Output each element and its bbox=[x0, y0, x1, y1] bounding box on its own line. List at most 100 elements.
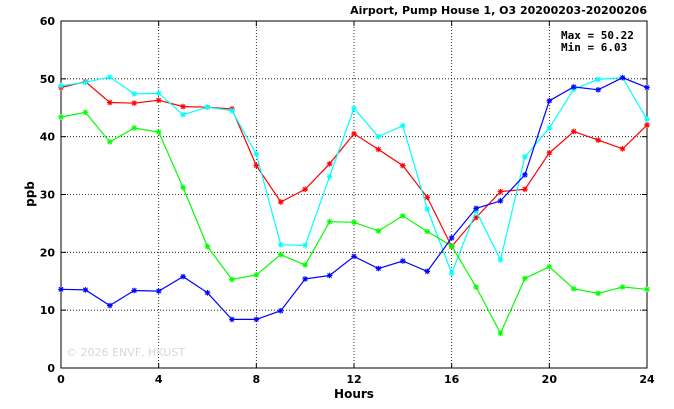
data-point bbox=[497, 330, 504, 337]
data-point bbox=[253, 162, 260, 169]
data-point bbox=[204, 243, 211, 250]
data-point bbox=[58, 286, 64, 293]
y-tick-label: 40 bbox=[40, 131, 56, 144]
data-point bbox=[82, 79, 89, 86]
data-point bbox=[155, 97, 162, 104]
data-point bbox=[180, 184, 186, 191]
y-tick-label: 10 bbox=[40, 304, 56, 317]
x-axis-ticks: 0 4 8 12 16 20 24 bbox=[57, 21, 655, 386]
data-point bbox=[326, 272, 333, 279]
x-tick-label: 12 bbox=[346, 373, 361, 386]
data-point bbox=[131, 287, 138, 294]
data-point bbox=[277, 242, 284, 248]
data-point bbox=[546, 263, 553, 270]
series-layer bbox=[58, 74, 650, 337]
data-point bbox=[448, 243, 455, 249]
data-point bbox=[570, 84, 577, 90]
data-point bbox=[424, 268, 431, 275]
data-point bbox=[107, 74, 113, 80]
y-tick-label: 0 bbox=[47, 362, 55, 375]
data-point bbox=[302, 186, 308, 193]
data-point bbox=[619, 284, 626, 290]
x-tick-label: 16 bbox=[444, 373, 460, 386]
data-point bbox=[302, 242, 308, 249]
data-point bbox=[351, 253, 357, 260]
max-readout: Max = 50.22 bbox=[561, 29, 634, 42]
data-point bbox=[375, 133, 382, 140]
data-point bbox=[277, 199, 284, 205]
data-point bbox=[424, 206, 431, 212]
data-point bbox=[400, 122, 406, 129]
data-point bbox=[326, 173, 333, 180]
series-4 bbox=[58, 74, 650, 323]
data-point bbox=[546, 125, 553, 131]
data-point bbox=[400, 258, 406, 264]
data-point bbox=[253, 272, 260, 278]
grid-lines bbox=[61, 21, 647, 368]
data-point bbox=[326, 161, 333, 167]
x-tick-label: 24 bbox=[639, 373, 655, 386]
data-point bbox=[58, 114, 64, 120]
data-point bbox=[375, 228, 382, 234]
data-point bbox=[82, 109, 89, 116]
data-point bbox=[82, 287, 89, 293]
data-point bbox=[58, 82, 64, 89]
min-readout: Min = 6.03 bbox=[561, 41, 627, 54]
data-point bbox=[302, 276, 308, 282]
data-point bbox=[302, 262, 308, 268]
data-point bbox=[522, 275, 528, 282]
data-point bbox=[155, 90, 162, 97]
y-axis-title: ppb bbox=[23, 181, 37, 207]
data-point bbox=[277, 251, 284, 258]
data-point bbox=[107, 99, 113, 106]
data-point bbox=[522, 186, 528, 193]
data-point bbox=[375, 146, 382, 153]
y-tick-label: 60 bbox=[40, 15, 56, 28]
data-point bbox=[424, 228, 431, 235]
data-point bbox=[229, 276, 235, 283]
series-3 bbox=[58, 109, 650, 337]
y-tick-label: 30 bbox=[40, 189, 56, 202]
data-point bbox=[180, 273, 186, 280]
data-point bbox=[400, 213, 406, 219]
data-point bbox=[180, 111, 186, 118]
data-point bbox=[570, 285, 577, 292]
data-point bbox=[546, 98, 553, 104]
watermark: © 2026 ENVF, HKUST bbox=[66, 346, 185, 359]
x-tick-label: 20 bbox=[542, 373, 558, 386]
data-point bbox=[570, 128, 577, 135]
x-tick-label: 0 bbox=[57, 373, 65, 386]
data-point bbox=[351, 105, 357, 112]
data-point bbox=[180, 103, 186, 110]
data-point bbox=[497, 198, 504, 204]
data-point bbox=[619, 74, 626, 81]
y-axis-ticks: 0 10 20 30 40 50 60 bbox=[40, 15, 647, 375]
data-point bbox=[107, 302, 113, 309]
data-point bbox=[424, 194, 431, 201]
data-point bbox=[400, 162, 406, 169]
data-point bbox=[473, 284, 479, 290]
data-point bbox=[497, 188, 504, 195]
data-point bbox=[619, 146, 626, 152]
y-tick-label: 20 bbox=[40, 246, 56, 259]
data-point bbox=[546, 150, 553, 156]
data-point bbox=[644, 122, 650, 128]
data-point bbox=[204, 104, 211, 110]
data-point bbox=[644, 116, 650, 123]
data-point bbox=[155, 129, 162, 135]
data-point bbox=[253, 316, 260, 323]
data-point bbox=[277, 307, 284, 314]
data-point bbox=[595, 137, 601, 143]
data-point bbox=[204, 290, 211, 296]
x-tick-label: 8 bbox=[253, 373, 261, 386]
data-point bbox=[522, 172, 528, 178]
data-point bbox=[644, 286, 650, 293]
data-point bbox=[644, 84, 650, 91]
data-point bbox=[131, 100, 138, 106]
data-point bbox=[375, 265, 382, 272]
data-point bbox=[253, 151, 260, 157]
data-point bbox=[522, 154, 528, 160]
data-point bbox=[229, 107, 235, 114]
